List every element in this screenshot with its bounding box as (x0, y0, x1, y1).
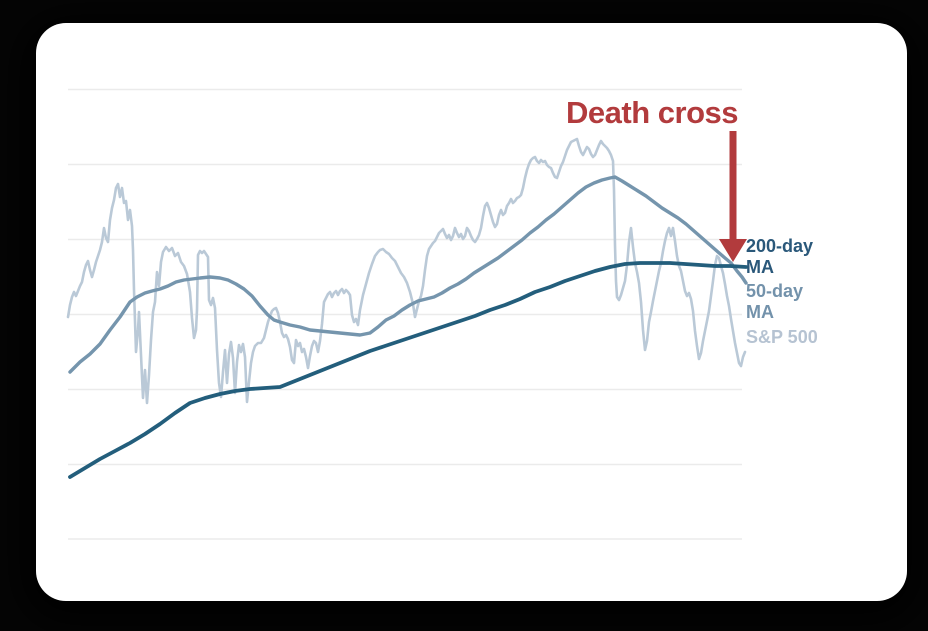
chart-card (36, 23, 907, 601)
series-label-sp500: S&P 500 (746, 327, 818, 347)
death-cross-arrow-head (719, 239, 747, 262)
series-line-200-day-ma (68, 261, 748, 479)
series-line-s-p-500 (66, 137, 747, 405)
series-line-50-day-ma (68, 175, 748, 374)
series-label-50-day-ma: 50-day MA (746, 281, 804, 322)
series-label-200-day-ma: 200-day MA (746, 236, 814, 277)
death-cross-annotation: Death cross (566, 95, 738, 130)
